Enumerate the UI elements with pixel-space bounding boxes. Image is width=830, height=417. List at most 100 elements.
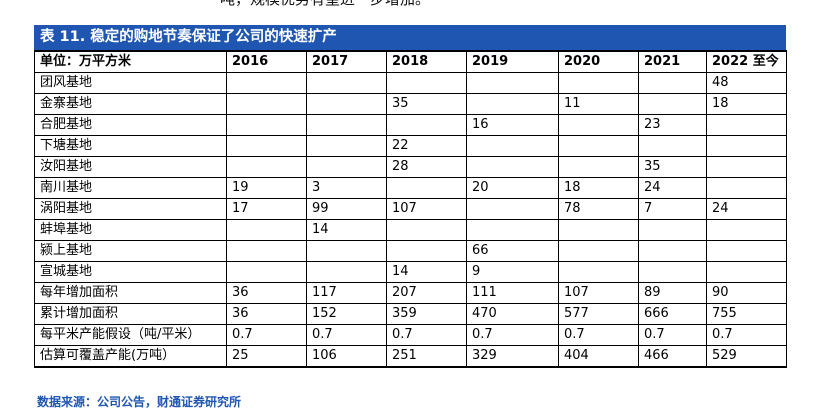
table-row: 估算可覆盖产能(万吨） 25 106 251 329 404 466 529 [34, 345, 787, 368]
header-year-cell: 2019 [466, 50, 559, 73]
value-cell: 78 [558, 198, 639, 220]
value-cell [306, 156, 387, 178]
value-cell [226, 156, 307, 178]
value-cell [386, 177, 467, 199]
value-cell: 66 [466, 240, 559, 262]
table-body: 团风基地 48 金寨基地 35 11 18 合肥基地 16 23 下塘基地 22 汝阳基地 28 35 南川… [34, 72, 787, 368]
table-row: 蚌埠基地 14 [34, 219, 787, 241]
value-cell [638, 72, 707, 94]
value-cell: 36 [226, 303, 307, 325]
value-cell: 18 [706, 93, 787, 115]
row-label-cell: 宣城基地 [34, 261, 227, 283]
value-cell: 207 [386, 282, 467, 304]
value-cell: 0.7 [306, 324, 387, 346]
value-cell: 35 [638, 156, 707, 178]
value-cell: 3 [306, 177, 387, 199]
value-cell [558, 72, 639, 94]
value-cell: 11 [558, 93, 639, 115]
value-cell: 14 [306, 219, 387, 241]
value-cell [706, 135, 787, 157]
row-label-cell: 合肥基地 [34, 114, 227, 136]
value-cell: 107 [558, 282, 639, 304]
value-cell [306, 261, 387, 283]
value-cell [706, 114, 787, 136]
value-cell: 25 [226, 345, 307, 368]
table-row: 汝阳基地 28 35 [34, 156, 787, 178]
value-cell: 0.7 [226, 324, 307, 346]
header-year-cell: 2017 [306, 50, 387, 73]
value-cell [386, 114, 467, 136]
value-cell: 99 [306, 198, 387, 220]
header-year-cell: 2018 [386, 50, 467, 73]
value-cell: 0.7 [466, 324, 559, 346]
table-row: 团风基地 48 [34, 72, 787, 94]
value-cell [706, 177, 787, 199]
value-cell: 466 [638, 345, 707, 368]
value-cell: 666 [638, 303, 707, 325]
value-cell [558, 114, 639, 136]
value-cell: 0.7 [638, 324, 707, 346]
row-label-cell: 每年增加面积 [34, 282, 227, 304]
value-cell [638, 240, 707, 262]
row-label-cell: 蚌埠基地 [34, 219, 227, 241]
value-cell: 16 [466, 114, 559, 136]
header-year-cell: 2020 [558, 50, 639, 73]
row-label-cell: 南川基地 [34, 177, 227, 199]
value-cell: 111 [466, 282, 559, 304]
value-cell [558, 240, 639, 262]
value-cell: 359 [386, 303, 467, 325]
value-cell [306, 93, 387, 115]
value-cell [466, 219, 559, 241]
table-header-row: 单位：万平方米 2016 2017 2018 2019 2020 2021 2022 至今 [34, 50, 787, 73]
value-cell: 36 [226, 282, 307, 304]
row-label-cell: 每平米产能假设（吨/平米） [34, 324, 227, 346]
value-cell [226, 72, 307, 94]
table-row: 颍上基地 66 [34, 240, 787, 262]
row-label-cell: 金寨基地 [34, 93, 227, 115]
value-cell [706, 156, 787, 178]
table-row: 涡阳基地 17 99 107 78 7 24 [34, 198, 787, 220]
value-cell: 755 [706, 303, 787, 325]
value-cell [638, 261, 707, 283]
value-cell [558, 219, 639, 241]
value-cell: 24 [706, 198, 787, 220]
value-cell: 48 [706, 72, 787, 94]
row-label-cell: 颍上基地 [34, 240, 227, 262]
value-cell: 28 [386, 156, 467, 178]
value-cell: 14 [386, 261, 467, 283]
value-cell: 329 [466, 345, 559, 368]
header-year-cell: 2022 至今 [706, 50, 787, 73]
value-cell [386, 72, 467, 94]
value-cell: 152 [306, 303, 387, 325]
value-cell [558, 135, 639, 157]
value-cell: 18 [558, 177, 639, 199]
table-row: 金寨基地 35 11 18 [34, 93, 787, 115]
value-cell [638, 135, 707, 157]
value-cell: 106 [306, 345, 387, 368]
value-cell: 117 [306, 282, 387, 304]
value-cell: 404 [558, 345, 639, 368]
value-cell [638, 219, 707, 241]
value-cell: 35 [386, 93, 467, 115]
value-cell: 470 [466, 303, 559, 325]
value-cell: 24 [638, 177, 707, 199]
value-cell: 107 [386, 198, 467, 220]
value-cell [226, 219, 307, 241]
value-cell: 19 [226, 177, 307, 199]
value-cell [226, 114, 307, 136]
value-cell [558, 156, 639, 178]
value-cell [306, 240, 387, 262]
row-label-cell: 累计增加面积 [34, 303, 227, 325]
value-cell [306, 72, 387, 94]
value-cell [466, 135, 559, 157]
value-cell: 529 [706, 345, 787, 368]
row-label-cell: 下塘基地 [34, 135, 227, 157]
table-row: 累计增加面积 36 152 359 470 577 666 755 [34, 303, 787, 325]
row-label-cell: 汝阳基地 [34, 156, 227, 178]
value-cell: 577 [558, 303, 639, 325]
value-cell: 0.7 [706, 324, 787, 346]
table-row: 合肥基地 16 23 [34, 114, 787, 136]
value-cell: 17 [226, 198, 307, 220]
value-cell [386, 240, 467, 262]
